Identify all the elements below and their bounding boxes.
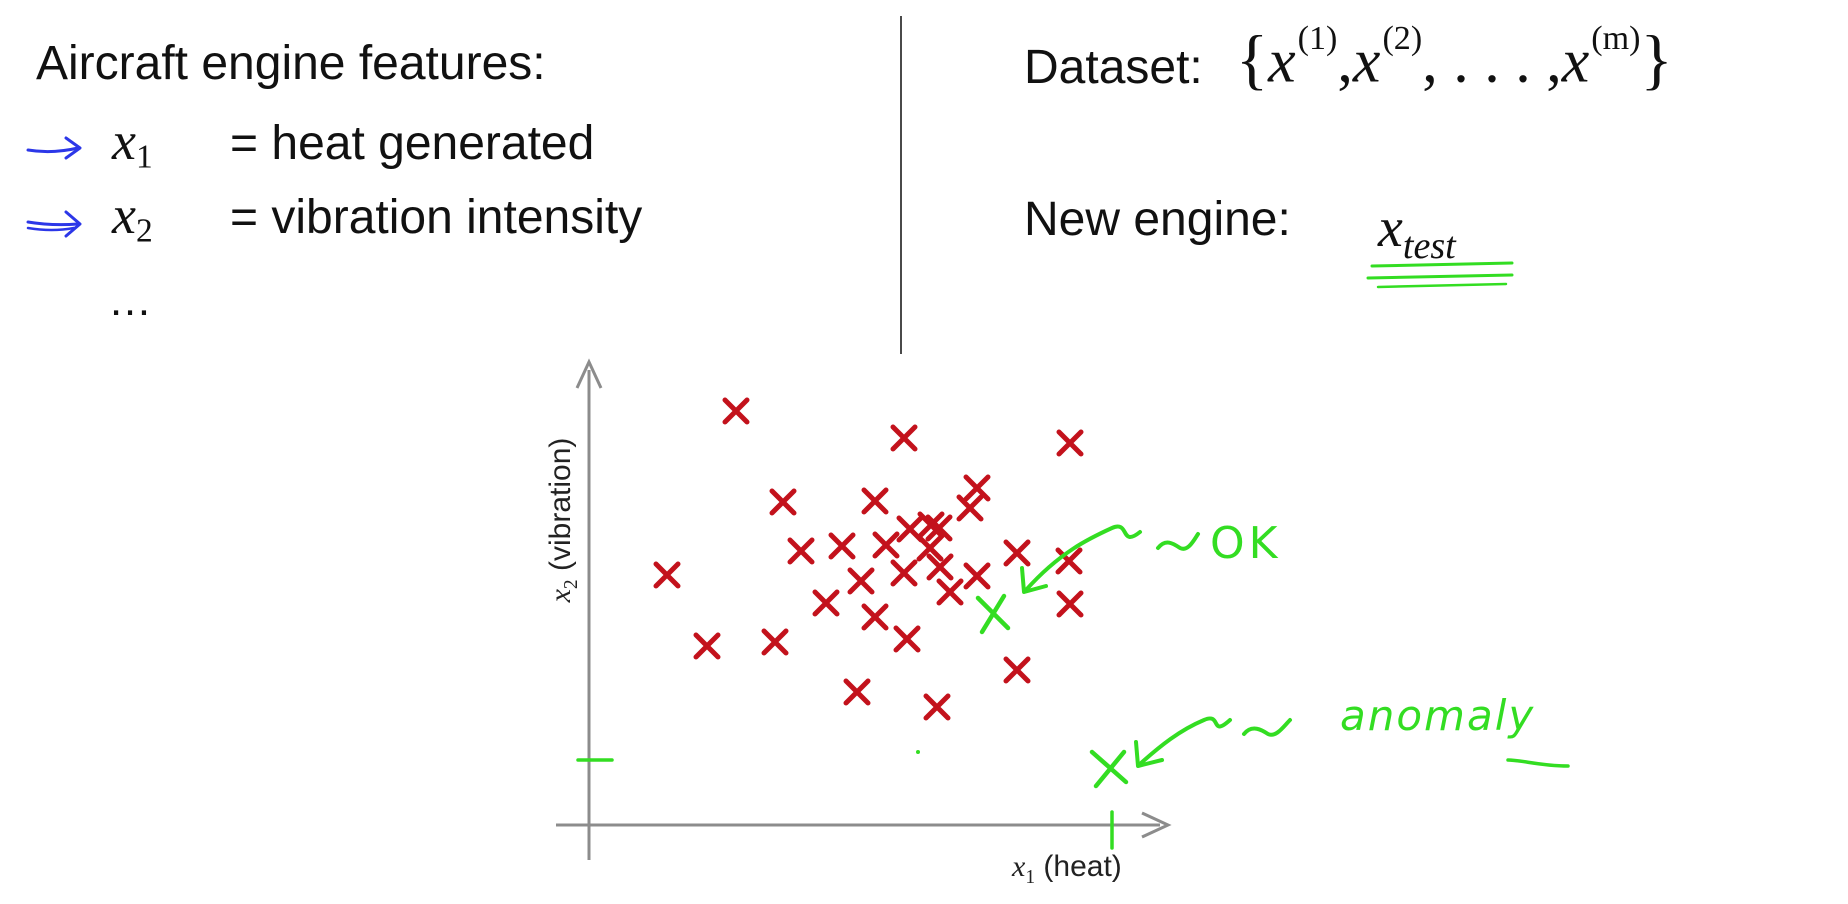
annotation-ok: OK (1210, 518, 1282, 569)
training-example-mark (769, 488, 797, 516)
feature-description: = vibration intensity (230, 191, 643, 244)
training-example-mark (1003, 539, 1031, 567)
training-example-mark (925, 514, 953, 542)
xtest-underline (1366, 273, 1514, 280)
training-example-mark (1056, 429, 1084, 457)
training-example-mark (956, 494, 984, 522)
blue-arrow-icon (26, 136, 82, 160)
training-example-mark (1055, 547, 1083, 575)
feature-variable: x1 (112, 111, 153, 176)
training-example-mark (787, 537, 815, 565)
ellipsis: … (108, 276, 153, 325)
anomaly-tilde (1242, 718, 1292, 737)
x-axis-label: x1 (heat) (1012, 850, 1122, 888)
stray-dot (916, 750, 920, 754)
training-example-mark (893, 625, 921, 653)
x-test-symbol: xtest (1378, 197, 1456, 268)
plot-axes (556, 358, 1172, 860)
training-example-mark (828, 532, 856, 560)
anomaly-arrowhead (1134, 740, 1164, 768)
training-example-mark (722, 397, 750, 425)
training-example-mark (1056, 590, 1084, 618)
xtest-underline (1370, 261, 1514, 268)
new-engine-label: New engine: (1024, 193, 1291, 246)
training-example-mark (761, 628, 789, 656)
training-example-mark (917, 511, 945, 539)
training-example-mark (926, 553, 954, 581)
training-example-mark (847, 567, 875, 595)
training-example-mark (872, 531, 900, 559)
feature-variable: x2 (112, 185, 153, 250)
training-example-mark (812, 589, 840, 617)
ok-tilde (1156, 532, 1200, 551)
ok-arrowhead (1020, 566, 1048, 594)
training-examples (653, 397, 1084, 721)
features-heading: Aircraft engine features: (36, 37, 546, 90)
anomaly-underline (1506, 758, 1570, 768)
training-example-mark (861, 603, 889, 631)
test-example-anomaly-mark (1089, 749, 1129, 789)
xtest-underline (1376, 282, 1508, 289)
x-axis-arrowhead (1141, 811, 1172, 839)
dataset-set: {x(1),x(2), . . . ,x(m)} (1236, 20, 1673, 97)
training-example-mark (890, 559, 918, 587)
anomaly-arrow (1138, 716, 1232, 766)
y-axis-arrowhead (575, 358, 603, 389)
training-example-mark (653, 561, 681, 589)
training-example-mark (1003, 656, 1031, 684)
training-example-mark (896, 515, 924, 543)
training-example-mark (693, 632, 721, 660)
training-example-mark (890, 424, 918, 452)
feature-description: = heat generated (230, 117, 595, 170)
handwritten-annotations: OK anomaly (576, 261, 1570, 850)
dataset-label: Dataset: (1024, 41, 1203, 94)
training-example-mark (963, 562, 991, 590)
blue-arrow-icon (26, 210, 82, 238)
training-example-mark (843, 678, 871, 706)
training-example-mark (963, 474, 991, 502)
annotation-anomaly: anomaly (1340, 691, 1535, 740)
training-example-mark (861, 487, 889, 515)
test-example-ok-mark (975, 593, 1011, 635)
ok-arrow (1024, 524, 1142, 592)
training-example-mark (936, 578, 964, 606)
training-example-mark (923, 693, 951, 721)
